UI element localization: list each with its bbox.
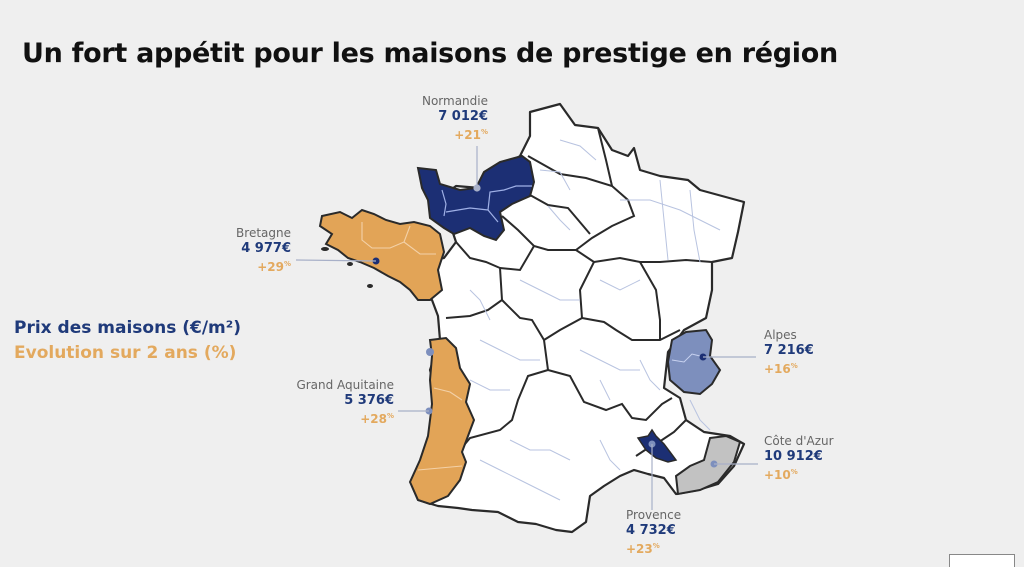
region-evolution: +28% [360,412,394,426]
label-provence: Provence 4 732€ +23% [626,508,681,557]
region-aquitaine [408,336,476,506]
region-evolution: +16% [764,362,798,376]
region-cote-azur [674,434,742,496]
region-alpes [666,328,722,396]
region-price: 4 732€ [626,523,676,538]
region-evolution: +21% [454,128,488,142]
region-evolution: +10% [764,468,798,482]
region-price: 7 216€ [764,343,814,358]
region-price: 7 012€ [438,109,488,124]
region-name: Bretagne [236,226,291,240]
label-alpes: Alpes 7 216€ +16% [764,328,814,377]
legend: Prix des maisons (€/m²) Evolution sur 2 … [14,316,241,366]
region-evolution: +23% [626,542,660,556]
region-name: Côte d'Azur [764,434,834,448]
region-name: Grand Aquitaine [296,378,394,392]
legend-price: Prix des maisons (€/m²) [14,318,241,338]
region-bretagne [318,208,446,301]
region-provence [636,428,678,463]
region-name: Normandie [421,94,488,108]
region-price: 10 912€ [764,449,823,464]
region-price: 5 376€ [344,393,394,408]
region-evolution: +29% [257,260,291,274]
label-bretagne: Bretagne 4 977€ +29% [236,226,291,275]
region-price: 4 977€ [241,241,291,256]
page-title: Un fort appétit pour les maisons de pres… [22,38,838,69]
label-normandie: Normandie 7 012€ +21% [422,94,488,143]
label-cote-azur: Côte d'Azur 10 912€ +10% [764,434,834,483]
region-name: Provence [626,508,682,522]
label-grand-aquitaine: Grand Aquitaine 5 376€ +28% [296,378,394,427]
region-name: Alpes [764,328,797,342]
legend-evolution: Evolution sur 2 ans (%) [14,343,237,363]
corner-box [949,554,1015,567]
region-normandie [416,154,536,242]
